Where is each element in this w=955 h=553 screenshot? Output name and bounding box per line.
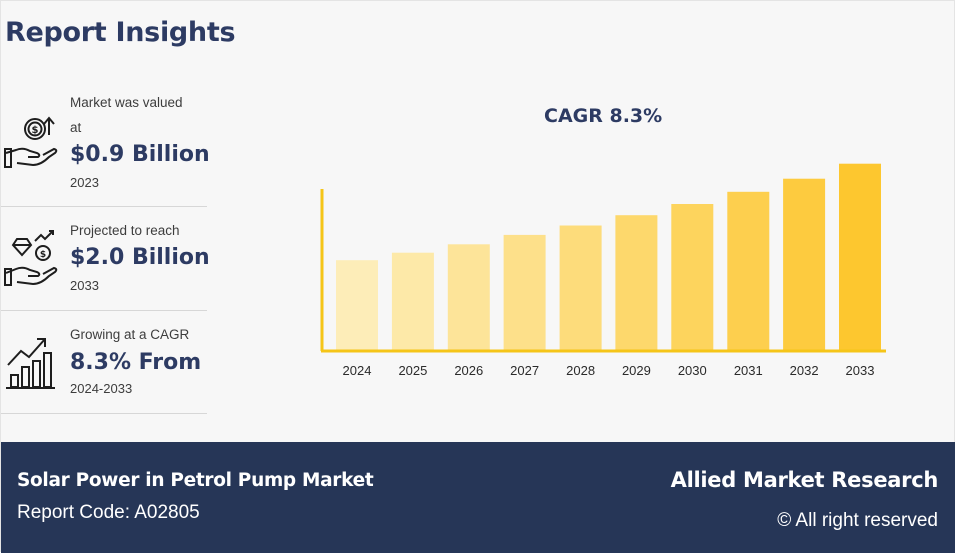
chart-svg: 2024 2025 2026 2027 2028 2029 2030 2031 2032 2033 <box>320 163 886 378</box>
divider <box>1 206 207 207</box>
bar-2029 <box>615 215 658 351</box>
money-hand-icon: $ <box>3 113 59 173</box>
stat-year: 2023 <box>70 175 99 190</box>
stat-label: Growing at a CAGR <box>70 327 190 342</box>
divider <box>1 310 207 311</box>
x-tick-label: 2030 <box>678 363 707 378</box>
x-tick-label: 2026 <box>454 363 483 378</box>
bar-2032 <box>783 178 826 351</box>
bar-2031 <box>727 191 770 351</box>
svg-text:$: $ <box>40 250 46 260</box>
bar-2027 <box>503 234 546 351</box>
page-title: Report Insights <box>5 17 236 48</box>
stat-value: 8.3% From <box>70 350 202 375</box>
x-tick-label: 2033 <box>846 363 875 378</box>
bar-2030 <box>671 204 714 351</box>
stat-projected-value: $ Projected to reach $2.0 Billion 2033 <box>1 219 210 311</box>
stat-year: 2024-2033 <box>70 381 133 396</box>
growth-chart-icon <box>3 331 59 391</box>
bar-2025 <box>391 252 434 351</box>
diamond-coin-hand-icon: $ <box>3 229 59 289</box>
bar-2024 <box>336 260 378 351</box>
stat-label: Market was valued <box>70 95 183 110</box>
stat-market-value: $ Market was valued at $0.9 Billion 2023 <box>1 91 210 207</box>
x-tick-label: 2024 <box>343 363 372 378</box>
stat-cagr: Growing at a CAGR 8.3% From 2024-2033 <box>1 323 207 415</box>
divider <box>1 413 207 414</box>
bar-chart: CAGR 8.3% 2024 2025 2026 2027 2028 2029 2030 20… <box>301 93 901 393</box>
svg-text:$: $ <box>32 125 39 136</box>
x-tick-label: 2028 <box>566 363 595 378</box>
stat-value: $0.9 Billion <box>70 142 210 167</box>
stat-label-cont: at <box>70 120 82 135</box>
stat-year: 2033 <box>70 278 99 293</box>
x-tick-label: 2031 <box>734 363 763 378</box>
x-tick-label: 2025 <box>398 363 427 378</box>
x-tick-label: 2032 <box>790 363 819 378</box>
report-code: Report Code: A02805 <box>17 502 200 523</box>
bar-2028 <box>559 225 602 351</box>
x-tick-label: 2029 <box>622 363 651 378</box>
footer: Solar Power in Petrol Pump Market Report… <box>1 442 955 553</box>
stat-label: Projected to reach <box>70 223 180 238</box>
market-name: Solar Power in Petrol Pump Market <box>17 470 374 491</box>
bar-2033 <box>839 163 881 351</box>
brand-name: Allied Market Research <box>670 468 939 492</box>
x-tick-label: 2027 <box>510 363 539 378</box>
chart-title: CAGR 8.3% <box>544 105 663 127</box>
stat-value: $2.0 Billion <box>70 245 210 270</box>
bar-2026 <box>447 244 490 351</box>
copyright: © All right reserved <box>777 510 938 531</box>
